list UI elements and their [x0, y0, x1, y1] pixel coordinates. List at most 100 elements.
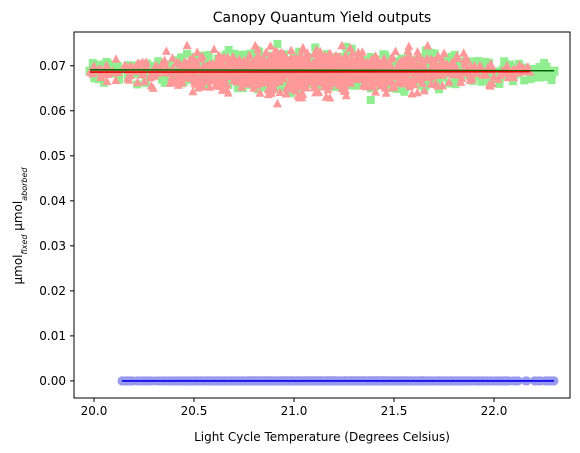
data-point — [426, 79, 436, 88]
data-point — [477, 77, 486, 86]
x-tick-label: 21.5 — [381, 404, 408, 418]
data-point — [547, 76, 556, 85]
data-point — [269, 83, 279, 93]
data-point — [273, 39, 282, 48]
data-point — [466, 70, 476, 80]
data-point — [422, 71, 432, 81]
data-point — [284, 79, 294, 88]
data-point — [495, 70, 505, 80]
data-point — [383, 61, 393, 71]
data-point — [157, 58, 167, 68]
data-point — [257, 59, 267, 69]
data-point — [454, 69, 464, 78]
data-point — [298, 70, 308, 80]
data-point — [534, 67, 543, 76]
data-point — [113, 61, 122, 70]
data-point — [438, 55, 448, 65]
data-point — [221, 50, 230, 59]
data-point — [528, 64, 537, 73]
data-point — [451, 77, 460, 86]
data-point — [272, 47, 282, 56]
data-point — [388, 82, 398, 92]
data-point — [419, 85, 429, 95]
chart-title: Canopy Quantum Yield outputs — [213, 10, 431, 26]
data-point — [111, 75, 121, 85]
data-point — [409, 55, 419, 65]
data-point — [407, 88, 417, 98]
data-point — [418, 55, 428, 65]
data-point — [137, 69, 147, 79]
data-point — [405, 51, 415, 60]
data-point — [298, 42, 308, 52]
data-point — [209, 73, 219, 82]
data-point — [281, 83, 291, 93]
data-point — [362, 71, 372, 80]
data-point — [190, 52, 199, 61]
data-point — [433, 81, 443, 90]
data-point — [233, 84, 242, 93]
data-point — [146, 81, 156, 90]
data-point — [317, 60, 327, 69]
data-point — [197, 51, 207, 60]
data-point — [341, 90, 351, 100]
data-point — [321, 80, 331, 90]
data-point — [367, 57, 377, 67]
data-point — [286, 60, 296, 69]
data-point — [419, 60, 429, 69]
data-point — [481, 57, 490, 66]
data-point — [495, 79, 504, 88]
data-point — [334, 73, 344, 82]
data-point — [301, 82, 311, 92]
data-point — [404, 41, 414, 51]
data-point — [253, 44, 263, 54]
data-point — [345, 78, 355, 87]
data-point — [475, 60, 485, 70]
data-point — [379, 50, 388, 59]
data-point — [414, 74, 424, 84]
y-label-sub-1: fixed — [20, 234, 29, 255]
y-tick-label: 0.05 — [39, 149, 66, 163]
data-point — [265, 41, 275, 50]
data-point — [245, 50, 255, 60]
data-point — [166, 62, 175, 71]
data-point — [188, 86, 198, 96]
data-point — [209, 62, 219, 71]
x-axis-label: Light Cycle Temperature (Degrees Celsius… — [194, 430, 450, 444]
data-point — [272, 98, 282, 108]
data-point — [199, 71, 209, 80]
data-point — [450, 50, 459, 59]
data-point — [366, 95, 375, 104]
data-point — [180, 57, 190, 66]
data-point — [304, 61, 314, 71]
data-point — [413, 47, 423, 56]
data-point — [397, 70, 407, 79]
data-point — [314, 87, 324, 96]
data-point — [275, 87, 285, 97]
data-point — [236, 82, 246, 91]
axes-frame — [73, 31, 571, 399]
data-point — [291, 85, 301, 95]
data-point — [325, 92, 335, 102]
data-point — [402, 72, 412, 82]
data-point — [232, 57, 242, 67]
fit-lines — [89, 69, 555, 382]
data-point — [409, 79, 419, 89]
data-point — [243, 75, 253, 85]
data-point — [127, 62, 137, 72]
data-point — [433, 52, 443, 62]
data-point — [340, 77, 350, 87]
fit-line-square — [89, 69, 555, 72]
data-point — [357, 47, 367, 56]
y-tick-label: 0.03 — [39, 239, 66, 253]
data-point — [549, 66, 559, 76]
data-point — [312, 45, 322, 54]
data-point — [334, 68, 344, 78]
y-tick-label: 0.01 — [39, 329, 66, 343]
data-point — [456, 77, 466, 86]
data-point — [192, 47, 202, 56]
y-tick-label: 0.07 — [39, 59, 66, 73]
data-point — [139, 76, 149, 86]
data-point — [261, 47, 271, 56]
data-point — [379, 53, 389, 63]
